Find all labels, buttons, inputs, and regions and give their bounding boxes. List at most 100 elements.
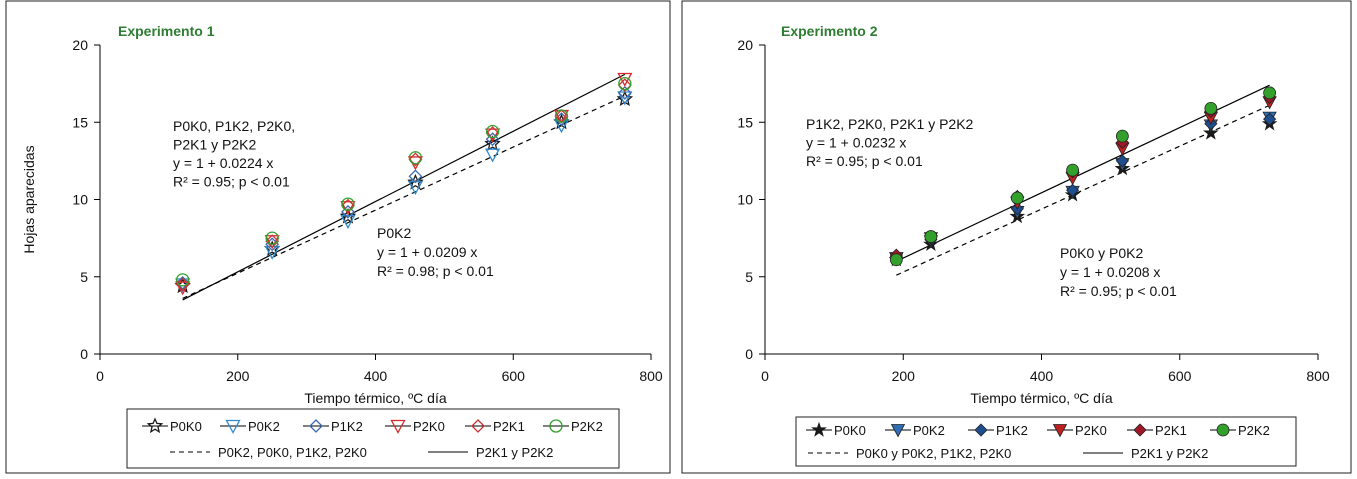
legend-marker xyxy=(890,424,906,438)
series-p2k2 xyxy=(175,76,632,287)
legend-marker xyxy=(811,421,827,437)
x-tick-label: 600 xyxy=(502,368,526,384)
data-point xyxy=(924,230,938,243)
data-point xyxy=(341,197,355,211)
legend-marker xyxy=(309,419,323,433)
y-tick-label: 5 xyxy=(80,269,88,285)
data-point xyxy=(1066,163,1080,177)
y-tick-label: 15 xyxy=(72,114,88,130)
data-point xyxy=(618,76,632,91)
legend-marker xyxy=(1216,423,1230,437)
legend-label: P0K0 xyxy=(834,423,866,438)
annotation-text: R² = 0.95; p < 0.01 xyxy=(1060,283,1177,299)
legend-label: P1K2 xyxy=(996,423,1028,438)
legend-marker xyxy=(974,423,988,437)
data-point xyxy=(408,151,423,165)
y-tick-label: 15 xyxy=(737,114,753,130)
data-point xyxy=(341,204,355,219)
legend-marker xyxy=(146,417,164,434)
data-point xyxy=(407,173,424,190)
y-tick-label: 0 xyxy=(80,346,88,362)
series-p2k1 xyxy=(175,78,632,292)
x-tick-label: 400 xyxy=(1030,368,1054,384)
annotation-text: P1K2, P2K0, P2K1 y P2K2 xyxy=(806,116,974,132)
data-point xyxy=(1204,101,1218,115)
data-point xyxy=(175,273,190,287)
data-point xyxy=(340,214,356,229)
data-point xyxy=(485,126,500,140)
annotation-text: y = 1 + 0.0209 x xyxy=(377,244,477,260)
data-point xyxy=(408,152,423,167)
data-point xyxy=(554,109,569,123)
legend-marker xyxy=(225,419,241,434)
y-tick-label: 10 xyxy=(737,192,753,208)
data-point xyxy=(553,119,570,134)
data-point xyxy=(339,207,357,224)
y-axis-label: Hojas aparecidas xyxy=(21,145,37,253)
legend-label: P1K2 xyxy=(331,419,363,434)
x-axis-label: Tiempo térmico, ºC día xyxy=(970,390,1113,406)
legend-fit-label: P0K2, P0K0, P1K2, P2K0 xyxy=(218,445,367,460)
y-tick-label: 20 xyxy=(737,37,753,53)
legend-fit-label: P0K0 y P0K2, P1K2, P2K0 xyxy=(856,446,1011,461)
data-point xyxy=(889,253,903,267)
legend-label: P0K2 xyxy=(248,419,280,434)
y-tick-label: 0 xyxy=(745,346,753,362)
chart-title: Experimento 2 xyxy=(781,23,878,39)
annotation-text: R² = 0.98; p < 0.01 xyxy=(377,263,494,279)
data-point xyxy=(617,72,633,87)
legend-label: P2K1 xyxy=(1155,423,1187,438)
data-point xyxy=(265,234,280,249)
legend-fit-label: P2K1 y P2K2 xyxy=(1131,446,1208,461)
y-tick-label: 20 xyxy=(72,37,88,53)
data-point xyxy=(1115,154,1129,168)
x-tick-label: 400 xyxy=(364,368,388,384)
annotation-text: y = 1 + 0.0208 x xyxy=(1060,264,1160,280)
series-p2k2 xyxy=(889,86,1277,267)
annotation-text: R² = 0.95; p < 0.01 xyxy=(806,153,923,169)
fit-line-solid xyxy=(182,73,626,301)
data-point xyxy=(617,85,632,100)
data-point xyxy=(1263,112,1277,126)
annotation-text: P2K1 y P2K2 xyxy=(173,137,256,153)
x-tick-label: 0 xyxy=(96,368,104,384)
annotation-text: y = 1 + 0.0224 x xyxy=(173,155,273,171)
panel-border xyxy=(5,0,671,474)
x-tick-label: 0 xyxy=(761,368,769,384)
data-point xyxy=(617,78,632,93)
x-tick-label: 200 xyxy=(226,368,250,384)
fit-line-dashed xyxy=(182,95,626,299)
data-point xyxy=(175,277,190,292)
chart-title: Experimento 1 xyxy=(118,23,215,39)
legend-fit-label: P2K1 y P2K2 xyxy=(476,445,553,460)
legend-label: P0K0 xyxy=(170,419,202,434)
data-point xyxy=(484,148,501,163)
annotation-text: P0K0, P1K2, P2K0, xyxy=(173,118,295,134)
legend-label: P2K2 xyxy=(1238,423,1270,438)
data-point xyxy=(616,90,634,107)
x-tick-label: 600 xyxy=(1168,368,1192,384)
legend-label: P2K0 xyxy=(1075,423,1107,438)
data-point xyxy=(1115,129,1129,143)
data-point xyxy=(485,132,500,147)
annotation-text: P0K2 xyxy=(377,225,411,241)
annotation-text: R² = 0.95; p < 0.01 xyxy=(173,174,290,190)
legend-label: P2K0 xyxy=(413,419,445,434)
data-point xyxy=(1066,183,1080,197)
data-point xyxy=(175,276,190,290)
data-point xyxy=(1263,86,1277,100)
legend-label: P0K2 xyxy=(913,423,945,438)
legend-marker xyxy=(471,419,485,433)
legend-label: P2K2 xyxy=(571,419,603,434)
annotation-text: P0K0 y P0K2 xyxy=(1060,245,1143,261)
legend-box xyxy=(795,416,1297,467)
data-point xyxy=(265,231,279,245)
data-point xyxy=(341,198,355,213)
y-tick-label: 5 xyxy=(745,269,753,285)
data-point xyxy=(484,135,501,151)
x-axis-label: Tiempo térmico, ºC día xyxy=(304,390,447,406)
